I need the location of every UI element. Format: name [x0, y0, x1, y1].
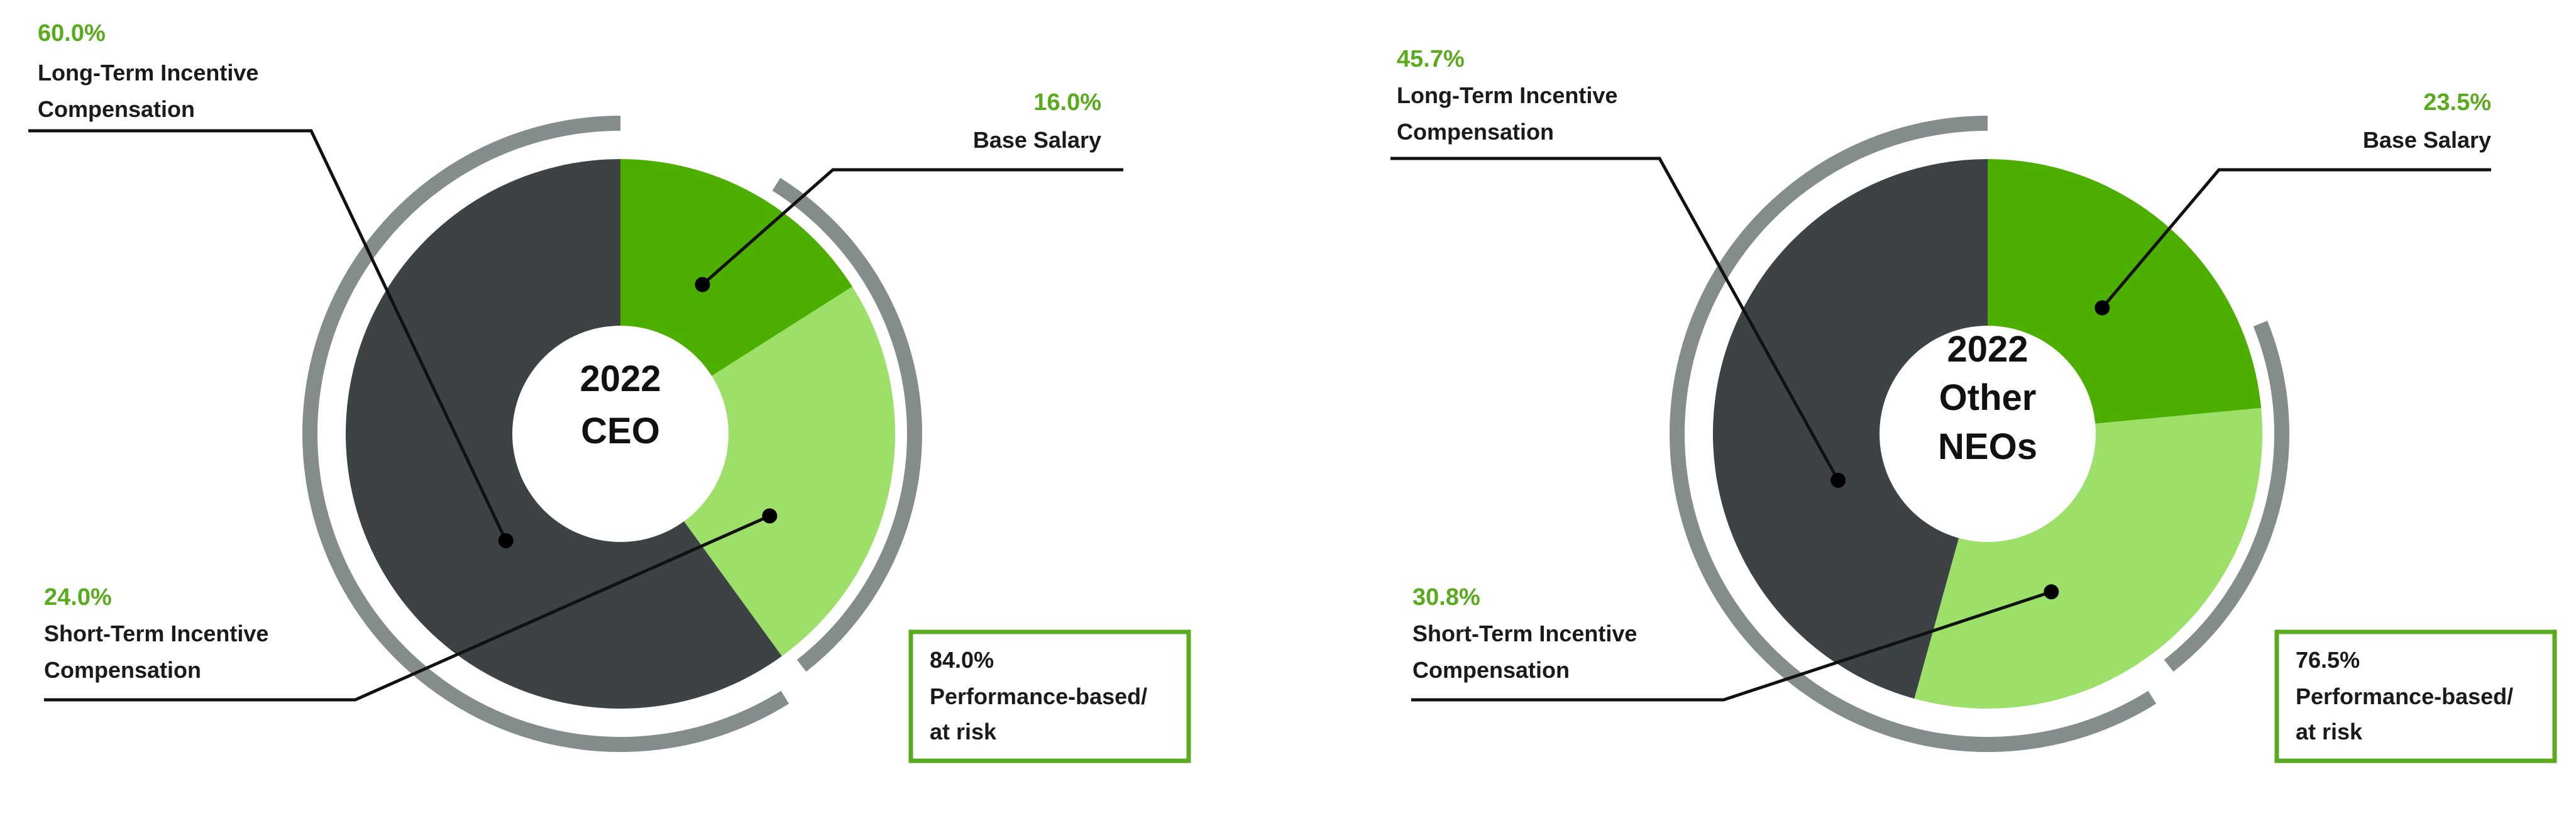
pie-chart-2: 2022 Other NEOs 23.5% Base Salary 30.8% Short-…	[1390, 46, 2557, 763]
leader-dot-base-salary	[2094, 300, 2110, 316]
pct-label-short-term-incentive: 24.0%	[44, 584, 112, 611]
name-label-short-term-incentive: Short-Term Incentive	[1412, 621, 1637, 646]
name-label-short-term-incentive: Compensation	[44, 657, 201, 683]
center-label: 2022	[580, 358, 661, 399]
slice-short-term-incentive	[620, 286, 895, 656]
pct-label-long-term-incentive: 60.0%	[38, 20, 106, 47]
center-label: NEOs	[1938, 426, 2037, 467]
leader-line-long-term-incentive	[1390, 157, 1840, 482]
at-risk-arc-inner	[772, 177, 922, 672]
at-risk-arc-outer	[1670, 116, 2157, 752]
at-risk-pct: 84.0%	[930, 647, 994, 673]
pct-label-base-salary: 16.0%	[1033, 89, 1101, 116]
at-risk-arc-inner	[2164, 321, 2289, 672]
at-risk-arc-outer	[302, 116, 790, 752]
donut-hole	[512, 326, 729, 542]
leader-line-base-salary	[701, 168, 1123, 286]
name-label-long-term-incentive: Long-Term Incentive	[1397, 82, 1617, 108]
pct-label-base-salary: 23.5%	[2423, 89, 2491, 116]
name-label-long-term-incentive: Compensation	[1397, 119, 1554, 145]
leader-line-short-term-incentive	[44, 514, 771, 702]
center-label: 2022	[1947, 329, 2028, 370]
name-label-short-term-incentive: Short-Term Incentive	[44, 621, 268, 646]
slice-long-term-incentive	[1712, 158, 1988, 699]
leader-line-short-term-incentive	[1411, 590, 2052, 702]
name-label-base-salary: Base Salary	[2363, 127, 2491, 153]
name-label-short-term-incentive: Compensation	[1412, 657, 1570, 683]
leader-dot-short-term-incentive	[2044, 584, 2059, 600]
at-risk-callout-box	[908, 629, 1191, 763]
donut-hole	[1880, 326, 2096, 542]
pct-label-long-term-incentive: 45.7%	[1397, 46, 1465, 72]
leader-dot-short-term-incentive	[762, 508, 778, 524]
at-risk-label: Performance-based/	[930, 683, 1147, 709]
name-label-base-salary: Base Salary	[973, 127, 1101, 153]
name-label-long-term-incentive: Compensation	[38, 96, 195, 122]
at-risk-label: at risk	[2296, 719, 2363, 744]
at-risk-callout-box	[2274, 629, 2557, 763]
at-risk-label: Performance-based/	[2296, 683, 2513, 709]
at-risk-label: at risk	[930, 719, 997, 744]
at-risk-pct: 76.5%	[2296, 647, 2360, 673]
pie-chart-1: 2022 CEO 16.0% Base Salary 24.0% Short-Term I…	[28, 20, 1191, 763]
leader-dot-base-salary	[695, 277, 710, 292]
center-label: CEO	[581, 411, 660, 451]
leader-dot-long-term-incentive	[498, 533, 514, 548]
leader-line-base-salary	[2101, 168, 2491, 309]
name-label-long-term-incentive: Long-Term Incentive	[38, 60, 258, 86]
center-label: Other	[1939, 377, 2037, 418]
pct-label-short-term-incentive: 30.8%	[1412, 584, 1480, 611]
leader-line-long-term-incentive	[28, 129, 508, 541]
leader-dot-long-term-incentive	[1830, 472, 1846, 488]
